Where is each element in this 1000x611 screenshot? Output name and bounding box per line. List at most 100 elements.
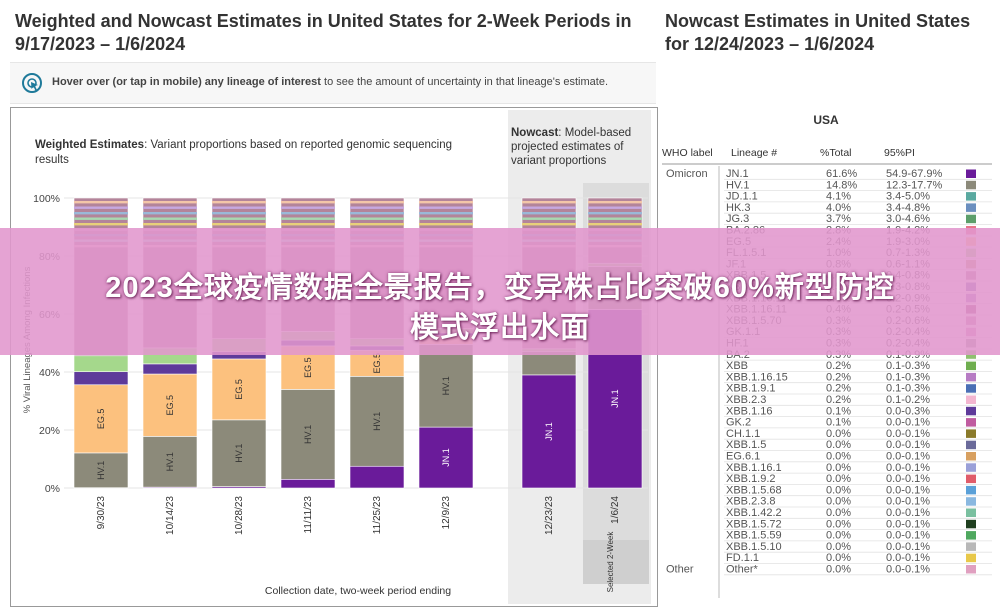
minor-lineage-band[interactable] [143, 212, 197, 215]
table-row[interactable]: XBB.1.16 0.1% 0.0-0.3% [724, 405, 992, 417]
row-color-swatch [966, 406, 976, 416]
table-row[interactable]: XBB.1.42.2 0.0% 0.0-0.1% [724, 507, 992, 519]
minor-lineage-band[interactable] [419, 217, 473, 220]
table-column-header: 95%PI [884, 147, 915, 159]
bar-segment[interactable] [142, 436, 198, 488]
minor-lineage-band[interactable] [588, 212, 642, 215]
minor-lineage-band[interactable] [588, 217, 642, 220]
row-color-swatch [966, 169, 976, 178]
row-color-swatch [966, 440, 976, 450]
table-row[interactable]: XBB.1.5.59 0.0% 0.0-0.1% [724, 530, 992, 542]
x-axis-label: Collection date, two-week period ending [265, 585, 451, 597]
minor-lineage-band[interactable] [350, 223, 404, 226]
table-row[interactable]: XBB.1.9.1 0.2% 0.1-0.3% [724, 383, 992, 395]
minor-lineage-band[interactable] [143, 217, 197, 220]
minor-lineage-band[interactable] [522, 217, 576, 220]
minor-lineage-band[interactable] [588, 206, 642, 209]
overlay-line2: 模式浮出水面 [409, 312, 590, 344]
bar-segment[interactable] [73, 371, 129, 386]
minor-lineage-band[interactable] [350, 217, 404, 220]
minor-lineage-band[interactable] [74, 206, 128, 209]
table-row[interactable]: Omicron JN.1 61.6% 54.9-67.9% [666, 168, 992, 180]
minor-lineage-band[interactable] [281, 206, 335, 209]
table-row[interactable]: JG.3 3.7% 3.0-4.6% [724, 213, 992, 225]
row-total: 4.0% [826, 202, 851, 214]
minor-lineage-band[interactable] [419, 201, 473, 204]
minor-lineage-band[interactable] [419, 206, 473, 209]
minor-lineage-band[interactable] [143, 206, 197, 209]
bar-segment-label: EG.5 [372, 353, 382, 374]
hint-rest-text: to see the amount of uncertainty in that… [320, 76, 609, 88]
minor-lineage-band[interactable] [419, 223, 473, 226]
table-row[interactable]: GK.2 0.1% 0.0-0.1% [724, 417, 992, 429]
table-row[interactable]: CH.1.1 0.0% 0.0-0.1% [724, 428, 992, 440]
table-row[interactable]: XBB.1.16.1 0.0% 0.0-0.1% [724, 462, 992, 474]
bar-segment[interactable] [418, 426, 474, 489]
bar-segment[interactable] [349, 465, 405, 489]
bar-segment[interactable] [280, 478, 336, 489]
minor-lineage-band[interactable] [522, 201, 576, 204]
table-row[interactable]: XBB 0.2% 0.1-0.3% [724, 360, 992, 372]
table-row[interactable]: HV.1 14.8% 12.3-17.7% [724, 179, 992, 191]
minor-lineage-band[interactable] [143, 223, 197, 226]
minor-lineage-band[interactable] [212, 201, 266, 204]
table-row[interactable]: XBB.1.5.10 0.0% 0.0-0.1% [724, 541, 992, 553]
minor-lineage-band[interactable] [212, 217, 266, 220]
table-row[interactable]: XBB.2.3.8 0.0% 0.0-0.1% [724, 496, 992, 508]
table-row[interactable]: JD.1.1 4.1% 3.4-5.0% [724, 191, 992, 203]
minor-lineage-band[interactable] [281, 212, 335, 215]
bar-segment[interactable] [211, 358, 267, 421]
minor-lineage-band[interactable] [74, 223, 128, 226]
row-total: 0.2% [826, 360, 851, 372]
table-row[interactable]: XBB.1.5.72 0.0% 0.0-0.1% [724, 518, 992, 530]
minor-lineage-band[interactable] [281, 217, 335, 220]
table-row[interactable]: FD.1.1 0.0% 0.0-0.1% [724, 552, 992, 564]
bar-segment[interactable] [142, 363, 198, 375]
minor-lineage-band[interactable] [281, 223, 335, 226]
minor-lineage-band[interactable] [419, 212, 473, 215]
minor-lineage-band[interactable] [588, 223, 642, 226]
bar-segment[interactable] [521, 351, 577, 376]
row-pi: 0.0-0.3% [886, 405, 930, 417]
row-lineage: FD.1.1 [726, 552, 759, 564]
table-row[interactable]: XBB.1.5 0.0% 0.0-0.1% [724, 439, 992, 451]
table-row[interactable]: XBB.1.16.15 0.2% 0.1-0.3% [724, 371, 992, 383]
table-row[interactable]: XBB.1.9.2 0.0% 0.0-0.1% [724, 473, 992, 485]
minor-lineage-band[interactable] [74, 212, 128, 215]
minor-lineage-band[interactable] [212, 212, 266, 215]
table-row[interactable]: Other Other* 0.0% 0.0-0.1% [666, 564, 992, 576]
minor-lineage-band[interactable] [350, 206, 404, 209]
minor-lineage-band[interactable] [522, 223, 576, 226]
row-color-swatch [966, 214, 976, 224]
table-row[interactable]: EG.6.1 0.0% 0.0-0.1% [724, 451, 992, 463]
minor-lineage-band[interactable] [522, 212, 576, 215]
minor-lineage-band[interactable] [74, 217, 128, 220]
hint-text: Hover over (or tap in mobile) any lineag… [52, 76, 608, 88]
bar-segment[interactable] [418, 344, 474, 428]
table-row[interactable]: HK.3 4.0% 3.4-4.8% [724, 202, 992, 214]
minor-lineage-band[interactable] [350, 201, 404, 204]
table-row[interactable]: XBB.1.5.68 0.0% 0.0-0.1% [724, 484, 992, 496]
minor-lineage-band[interactable] [522, 206, 576, 209]
bar-segment[interactable] [73, 384, 129, 454]
row-color-swatch [966, 429, 976, 438]
weighted-estimates-heading: Weighted Estimates: Variant proportions … [35, 139, 453, 166]
bar-segment[interactable] [211, 419, 267, 487]
minor-lineage-band[interactable] [212, 206, 266, 209]
minor-lineage-band[interactable] [212, 223, 266, 226]
minor-lineage-band[interactable] [350, 212, 404, 215]
row-pi: 0.1-0.2% [886, 394, 930, 406]
row-lineage: XBB.1.16 [726, 405, 772, 417]
bar-segment[interactable] [142, 373, 198, 437]
bar-segment[interactable] [521, 374, 577, 489]
row-pi: 0.0-0.1% [886, 439, 930, 451]
minor-lineage-band[interactable] [588, 201, 642, 204]
bar-segment[interactable] [73, 452, 129, 489]
minor-lineage-band[interactable] [143, 201, 197, 204]
row-total: 0.0% [826, 462, 851, 474]
bar-segment[interactable] [349, 376, 405, 467]
table-row[interactable]: XBB.2.3 0.2% 0.1-0.2% [724, 394, 992, 406]
minor-lineage-band[interactable] [74, 201, 128, 204]
bar-segment[interactable] [73, 355, 129, 373]
minor-lineage-band[interactable] [281, 201, 335, 204]
